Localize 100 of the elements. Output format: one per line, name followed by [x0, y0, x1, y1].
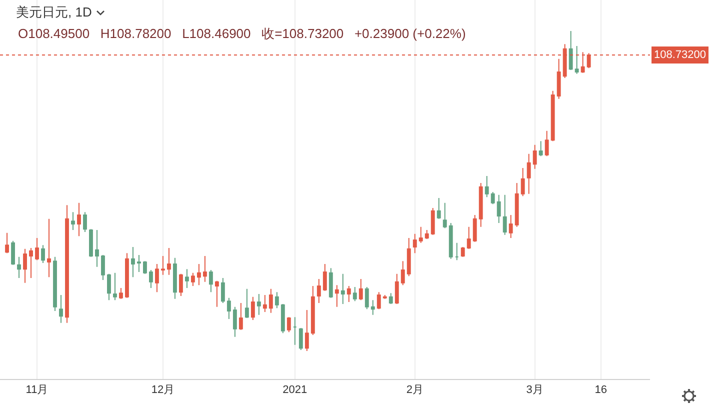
candlestick [538, 140, 543, 157]
candlestick [502, 194, 507, 236]
candlestick [268, 288, 273, 314]
candlestick [23, 248, 27, 284]
candlestick [298, 327, 303, 351]
candlestick [430, 207, 435, 236]
candlestick [59, 294, 63, 324]
candlestick [71, 212, 75, 231]
candlestick [196, 263, 201, 286]
candlestick [143, 260, 147, 274]
x-tick-label: 11月 [26, 384, 48, 396]
text: 108.73200 [654, 49, 706, 61]
candlestick [520, 167, 525, 197]
candlestick [550, 90, 555, 142]
candlestick [304, 310, 309, 352]
candlestick [190, 272, 195, 287]
candlestick [340, 273, 345, 304]
candlestick [334, 284, 339, 308]
candlestick [286, 316, 291, 333]
candlestick [358, 278, 363, 301]
candlestick [95, 230, 99, 268]
x-tick-label: 16 [594, 384, 607, 396]
candlestick [89, 228, 93, 258]
candlestick [172, 257, 177, 300]
candlestick [466, 226, 471, 250]
candlestick [35, 238, 39, 261]
candlestick [310, 286, 315, 336]
candlestick [161, 255, 165, 276]
candlestick [556, 58, 561, 100]
candlestick [352, 286, 357, 302]
candlestick [214, 280, 219, 308]
candlestick [238, 302, 243, 330]
candlestick [472, 214, 477, 242]
candlestick [424, 230, 429, 240]
candlestick [107, 273, 111, 301]
candlestick [155, 263, 159, 293]
candlestick [166, 247, 171, 276]
candlestick [101, 254, 105, 280]
candlestick [514, 182, 519, 228]
candlestick [508, 214, 513, 239]
candlestick [119, 287, 123, 300]
x-tick-label: 2月 [406, 384, 424, 396]
candlestick [184, 268, 189, 288]
candlestick [364, 286, 369, 310]
candlestick [11, 240, 15, 266]
candlestick [47, 218, 51, 278]
candlestick [442, 202, 447, 229]
candlestick [83, 212, 87, 232]
candlestick [149, 270, 153, 288]
candlestick [460, 246, 465, 258]
candlestick [178, 273, 183, 296]
candlestick [53, 256, 57, 312]
candlestick [113, 272, 117, 301]
candlestick [262, 294, 267, 312]
x-tick-label: 2021 [282, 384, 308, 396]
candlestick [406, 238, 411, 277]
chart-subtitle: O108.49500 H108.78200 L108.46900 收=108.73200 +0.23900 (+0.22%) [18, 26, 466, 41]
candlestick [394, 273, 399, 304]
x-tick-label: 3月 [526, 384, 544, 396]
candlestick [292, 316, 297, 346]
candlestick [17, 256, 21, 279]
candlestick [125, 252, 129, 298]
candlestick [382, 294, 387, 300]
candlestick [232, 306, 237, 338]
candlestick [532, 144, 537, 170]
candlestick [328, 268, 333, 298]
candlestick [202, 255, 207, 282]
candlestick [244, 288, 249, 319]
candlestick [574, 46, 579, 74]
candlestick [316, 278, 321, 304]
candlestick [400, 260, 405, 286]
candlestick [256, 294, 261, 316]
candlestick [388, 292, 393, 304]
candlestick [454, 242, 459, 261]
candlestick [376, 292, 381, 310]
candlestick [448, 222, 453, 260]
candlestick [65, 204, 69, 324]
candlestick [346, 286, 351, 303]
candlestick [370, 300, 375, 316]
candlestick [436, 198, 441, 220]
candlestick [29, 247, 33, 279]
candlestick [226, 297, 231, 320]
candlestick [220, 278, 225, 304]
chart-title: 美元日元, 1D [16, 4, 92, 20]
candlestick [250, 296, 255, 320]
candlestick [496, 194, 501, 224]
candlestick [412, 233, 417, 254]
candlestick [322, 263, 327, 292]
x-tick-label: 12月 [151, 384, 175, 396]
candlestick [274, 292, 279, 309]
candlestick [280, 303, 285, 334]
candlestick [526, 153, 531, 194]
candlestick [478, 182, 483, 228]
candlestick [131, 246, 135, 278]
candlestick [544, 130, 549, 157]
candlestick [484, 175, 489, 198]
candlestick [137, 254, 141, 272]
candlestick [418, 226, 423, 244]
candlestick [5, 232, 9, 254]
candlestick [77, 202, 81, 237]
